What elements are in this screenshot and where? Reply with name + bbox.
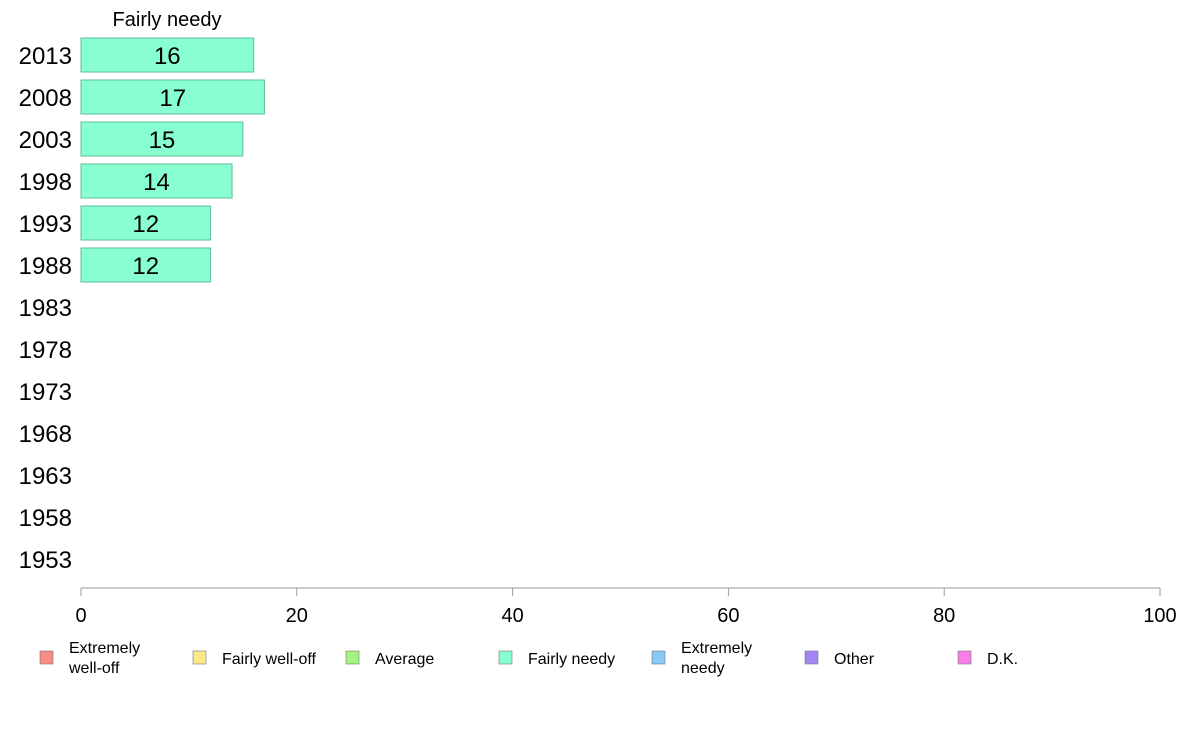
- x-tick-label-60: 60: [717, 605, 739, 627]
- year-label-1973: 1973: [19, 379, 72, 406]
- legend-swatch-fairly-needy: [498, 650, 513, 665]
- legend-swatch-fairly-well-off: [192, 650, 207, 665]
- legend-swatch-extremely-well-off: [39, 650, 54, 665]
- year-label-1953: 1953: [19, 547, 72, 574]
- legend-swatch-other: [804, 650, 819, 665]
- x-tick-label-100: 100: [1143, 605, 1176, 627]
- year-label-2013: 2013: [19, 43, 72, 70]
- year-label-1978: 1978: [19, 337, 72, 364]
- legend-label-fairly-needy: Fairly needy: [528, 651, 615, 668]
- column-title: Fairly needy: [113, 9, 222, 31]
- year-label-2003: 2003: [19, 127, 72, 154]
- year-label-1958: 1958: [19, 505, 72, 532]
- bar-value-label-2013: 16: [154, 43, 181, 70]
- bar-2013: [80, 37, 255, 73]
- bar-value-label-1988: 12: [132, 253, 159, 280]
- year-label-1988: 1988: [19, 253, 72, 280]
- legend-label-fairly-well-off: Fairly well-off: [222, 651, 317, 668]
- x-tick-label-40: 40: [501, 605, 523, 627]
- legend-label-extremely-well-off: Extremely well-off: [68, 640, 140, 677]
- bar-value-label-1998: 14: [143, 169, 170, 196]
- legend-label-average: Average: [375, 651, 434, 668]
- legend: Extremely well-off Fairly well-off Average F…: [39, 640, 1018, 677]
- legend-swatch-d-k: [957, 650, 972, 665]
- year-label-1998: 1998: [19, 169, 72, 196]
- bar-value-label-2003: 15: [149, 127, 176, 154]
- bar-2008: [80, 79, 265, 115]
- bar-1993: [80, 205, 211, 241]
- year-label-1963: 1963: [19, 463, 72, 490]
- legend-swatch-extremely-needy: [651, 650, 666, 665]
- x-tick-label-20: 20: [286, 605, 308, 627]
- legend-label-extremely-needy: Extremely needy: [681, 640, 752, 677]
- legend-label-d-k: D.K.: [987, 651, 1018, 668]
- year-label-1983: 1983: [19, 295, 72, 322]
- year-label-1993: 1993: [19, 211, 72, 238]
- bar-1988: [80, 247, 211, 283]
- legend-swatch-average: [345, 650, 360, 665]
- bar-value-labels: 16 17 15 14 12 12: [132, 43, 186, 280]
- year-label-2008: 2008: [19, 85, 72, 112]
- bar-1998: [80, 163, 233, 199]
- x-tick-label-0: 0: [75, 605, 86, 627]
- x-axis: 0 20 40 60 80 100: [75, 587, 1177, 627]
- legend-label-other: Other: [834, 651, 875, 668]
- bar-2003: [80, 121, 244, 157]
- x-tick-label-80: 80: [933, 605, 955, 627]
- bar-value-label-2008: 17: [159, 85, 186, 112]
- year-label-1968: 1968: [19, 421, 72, 448]
- bar-value-label-1993: 12: [132, 211, 159, 238]
- bars: [80, 37, 265, 283]
- year-labels: 2013 2008 2003 1998 1993 1988 1983 1978 1973 1968…: [19, 43, 72, 574]
